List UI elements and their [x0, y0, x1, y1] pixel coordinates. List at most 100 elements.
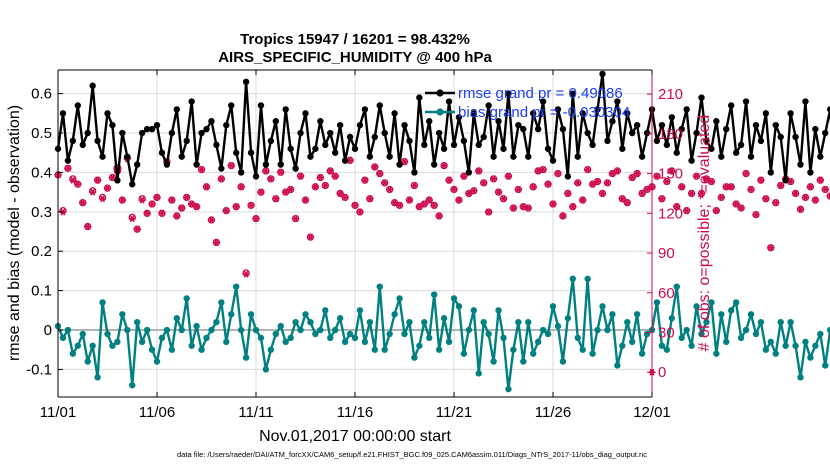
- rmse-point: [94, 137, 101, 145]
- bias-point: [678, 334, 685, 342]
- evaluated-stroke: [174, 212, 180, 220]
- rmse-point: [59, 110, 67, 117]
- bias-point: [431, 291, 438, 298]
- obs-evaluated-marker: [356, 208, 364, 216]
- evaluated-stroke: [105, 184, 110, 192]
- bias-point: [589, 350, 596, 357]
- obs-evaluated-marker: [772, 199, 780, 207]
- obs-evaluated-marker: [524, 204, 532, 212]
- bias-point: [381, 346, 388, 353]
- obs-evaluated-marker: [410, 181, 418, 190]
- rmse-point: [742, 98, 750, 105]
- evaluated-stroke: [184, 193, 190, 201]
- evaluated-stroke: [609, 170, 615, 178]
- bias-point: [356, 307, 364, 314]
- obs-possible-marker: [242, 269, 250, 277]
- rmse-point: [708, 145, 715, 152]
- obs-evaluated-marker: [519, 203, 527, 211]
- bias-point: [203, 334, 210, 342]
- evaluated-stroke: [406, 196, 412, 204]
- obs-evaluated-marker: [89, 188, 97, 196]
- evaluated-stroke: [268, 175, 274, 183]
- bias-point: [737, 334, 745, 342]
- bias-point: [148, 346, 156, 353]
- obs-evaluated-marker: [306, 233, 315, 241]
- bias-point: [322, 307, 329, 314]
- obs-evaluated-marker: [247, 201, 255, 209]
- evaluated-stroke: [674, 203, 680, 211]
- evaluated-stroke: [773, 199, 779, 207]
- bias-point: [569, 275, 576, 283]
- evaluated-stroke: [332, 172, 338, 180]
- obs-evaluated-marker: [767, 244, 775, 252]
- obs-evaluated-marker: [366, 195, 374, 203]
- obs-possible-marker: [128, 213, 136, 221]
- rmse-point: [124, 153, 131, 160]
- bias-point: [198, 346, 205, 353]
- obs-evaluated-marker: [762, 195, 770, 203]
- evaluated-stroke: [689, 189, 695, 197]
- evaluated-stroke: [327, 167, 333, 175]
- evaluated-stroke: [728, 183, 734, 191]
- bias-point: [282, 338, 289, 346]
- bias-point: [658, 342, 666, 349]
- data-file-footer: data file: /Users/raeder/DAI/ATM_forcXX/…: [177, 450, 647, 459]
- y-tick-label: 0.1: [31, 283, 52, 300]
- rmse-point: [277, 161, 284, 168]
- rmse-point: [633, 121, 641, 129]
- obs-evaluated-marker: [168, 196, 176, 204]
- rmse-point: [218, 165, 225, 172]
- evaluated-stroke: [416, 203, 422, 211]
- obs-evaluated-marker: [381, 179, 389, 187]
- bias-point: [757, 318, 765, 326]
- obs-evaluated-marker: [777, 181, 785, 190]
- bias-point: [262, 366, 270, 373]
- rmse-point: [213, 141, 220, 149]
- evaluated-stroke: [243, 270, 249, 278]
- obs-count-markers: [54, 154, 830, 376]
- obs-evaluated-marker: [197, 166, 206, 174]
- rmse-point: [688, 157, 695, 164]
- evaluated-stroke: [238, 183, 244, 191]
- obs-evaluated-marker: [341, 193, 349, 201]
- rmse-point: [223, 121, 230, 129]
- bias-point: [277, 322, 284, 330]
- evaluated-stroke: [812, 196, 818, 204]
- evaluated-stroke: [565, 189, 571, 197]
- rmse-point: [465, 169, 473, 176]
- obs-possible-marker: [98, 193, 107, 202]
- rmse-point: [79, 141, 86, 149]
- evaluated-stroke: [560, 212, 566, 220]
- evaluated-stroke: [387, 185, 393, 193]
- rmse-point: [317, 118, 324, 125]
- rmse-point: [663, 141, 671, 149]
- obs-evaluated-marker: [574, 179, 582, 187]
- bias-point: [341, 338, 349, 346]
- rmse-point: [500, 145, 507, 152]
- rmse-point: [391, 110, 398, 117]
- obs-evaluated-marker: [678, 183, 686, 191]
- obs-evaluated-marker: [757, 176, 765, 184]
- obs-evaluated-marker: [450, 185, 458, 193]
- obs-evaluated-marker: [336, 189, 344, 197]
- obs-evaluated-marker: [554, 170, 562, 178]
- bias-series: [54, 275, 830, 393]
- obs-evaluated-marker: [420, 200, 428, 208]
- rmse-point: [638, 153, 646, 160]
- obs-evaluated-marker: [727, 183, 735, 191]
- obs-evaluated-marker: [128, 215, 136, 223]
- y-right-tick-label: 180: [658, 126, 683, 143]
- evaluated-stroke: [486, 208, 492, 216]
- obs-evaluated-marker: [737, 204, 745, 212]
- bias-point: [495, 307, 502, 314]
- rmse-point: [445, 98, 453, 105]
- grid-lines: [58, 70, 652, 397]
- obs-evaluated-marker: [262, 167, 270, 175]
- evaluated-stroke: [733, 200, 739, 208]
- obs-evaluated-marker: [108, 174, 117, 182]
- bias-point: [752, 330, 760, 338]
- rmse-point: [822, 129, 829, 137]
- rmse-point: [629, 129, 636, 137]
- evaluated-stroke: [426, 196, 432, 204]
- obs-evaluated-marker: [173, 212, 181, 220]
